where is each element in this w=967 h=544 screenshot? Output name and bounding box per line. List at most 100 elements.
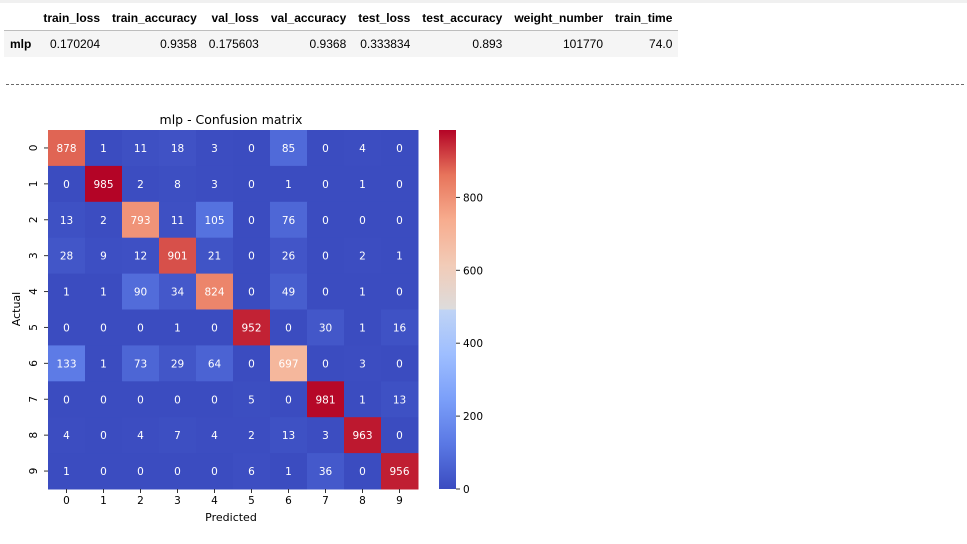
cell-value-label: 13 [282, 430, 295, 442]
colorbar [439, 130, 456, 489]
cell-value-label: 2 [137, 179, 144, 191]
heatmap-cell [270, 165, 308, 203]
cell-value-label: 7 [174, 430, 181, 442]
cell-value-label: 36 [319, 466, 333, 478]
heatmap-cell [196, 273, 234, 310]
heatmap-cell [233, 130, 271, 167]
cell-value-label: 8 [174, 179, 181, 191]
heatmap-cell [85, 309, 123, 346]
heatmap-cell [196, 417, 234, 454]
heatmap-cell [307, 309, 345, 346]
cell-value-label: 13 [393, 394, 406, 406]
heatmap-cell [122, 165, 160, 203]
colorbar-tick-label: 400 [463, 338, 483, 350]
heatmap-cell [159, 165, 197, 203]
heatmap-cell [48, 381, 86, 418]
cell-value-label: 0 [63, 322, 70, 334]
cell-value-label: 0 [211, 394, 218, 406]
cell-value-label: 878 [56, 143, 76, 155]
output-separator [6, 84, 964, 85]
cell-value-label: 21 [208, 251, 221, 263]
cell-value-label: 1 [359, 179, 366, 191]
cell-value-label: 0 [396, 179, 403, 191]
heatmap-cell [85, 201, 123, 239]
heatmap-cell [307, 130, 345, 167]
y-tick-label: 3 [28, 252, 40, 259]
heatmap-cell [344, 273, 382, 310]
cell-value-label: 76 [282, 215, 296, 227]
cell-value-label: 16 [393, 322, 407, 334]
cell-value-label: 0 [63, 179, 70, 191]
x-tick-label: 9 [396, 495, 403, 507]
cell-value-label: 1 [174, 322, 181, 334]
cell-value-label: 0 [396, 358, 403, 370]
heatmap-cell [381, 201, 419, 239]
cell-value-label: 1 [100, 358, 107, 370]
y-tick-label: 2 [28, 216, 40, 223]
heatmap-cell [48, 130, 86, 167]
cell-value-label: 9 [100, 251, 107, 263]
cell-value-label: 34 [171, 287, 185, 299]
heatmap-cell [307, 237, 345, 275]
cell-value-label: 0 [100, 322, 107, 334]
heatmap-cell [196, 453, 234, 490]
heatmap-cell [48, 201, 86, 239]
y-tick-label: 4 [28, 288, 40, 295]
cell-value-label: 2 [100, 215, 107, 227]
table-cell-val_loss: 0.175603 [208, 37, 259, 51]
cell-value-label: 49 [282, 287, 295, 299]
column-header-val_loss: val_loss [211, 11, 259, 25]
index-header [4, 6, 37, 31]
column-header-train_time: train_time [615, 11, 673, 25]
heatmap-cell [85, 345, 123, 382]
cell-value-label: 73 [134, 358, 147, 370]
heatmap-cell [307, 417, 345, 454]
cell-value-label: 3 [211, 179, 218, 191]
metrics-table: train_loss train_accuracy val_loss val_accu… [4, 6, 679, 57]
heatmap-cell [270, 130, 308, 167]
heatmap-cell [233, 309, 271, 346]
heatmap-cell [48, 165, 86, 203]
y-tick-label: 8 [28, 432, 40, 439]
cell-value-label: 0 [248, 215, 255, 227]
heatmap-cell [48, 237, 86, 275]
cell-value-label: 901 [167, 251, 187, 263]
heatmap-cell [381, 417, 419, 454]
heatmap-cell [307, 453, 345, 490]
cell-value-label: 13 [60, 215, 73, 227]
cell-value-label: 956 [389, 466, 409, 478]
cell-value-label: 824 [204, 287, 224, 299]
chart-title: mlp - Confusion matrix [160, 112, 303, 127]
cell-value-label: 963 [352, 430, 372, 442]
heatmap-cell [159, 237, 197, 275]
heatmap-cell [122, 237, 160, 275]
x-tick-label: 3 [174, 495, 181, 507]
heatmap-cell [233, 453, 271, 490]
cell-value-label: 12 [134, 251, 147, 263]
y-axis-label: Actual [10, 292, 23, 326]
cell-value-label: 0 [359, 466, 366, 478]
heatmap-cell [85, 417, 123, 454]
x-tick-label: 6 [285, 495, 292, 507]
heatmap-cell [159, 130, 197, 167]
heatmap-cell [48, 273, 86, 310]
heatmap-cells: 878 1 11 18 3 0 85 0 4 00 985 2 8 3 0 1 0 1 013 2 793 11 105 0 7… [48, 130, 419, 490]
heatmap-cell [381, 381, 419, 418]
heatmap-cell [344, 381, 382, 418]
x-tick-label: 4 [211, 495, 218, 507]
cell-value-label: 85 [282, 143, 295, 155]
cell-value-label: 1 [285, 466, 292, 478]
heatmap-cell [233, 417, 271, 454]
column-header-test_accuracy: test_accuracy [422, 11, 503, 25]
heatmap-cell [233, 345, 271, 382]
heatmap-cell [159, 345, 197, 382]
heatmap-cell [381, 309, 419, 346]
x-tick-label: 0 [63, 495, 70, 507]
heatmap-cell [48, 453, 86, 490]
cell-value-label: 0 [248, 143, 255, 155]
heatmap-cell [159, 417, 197, 454]
heatmap-cell [122, 130, 160, 167]
heatmap-cell [122, 381, 160, 418]
y-tick-label: 5 [28, 324, 40, 331]
heatmap-cell [307, 381, 345, 418]
